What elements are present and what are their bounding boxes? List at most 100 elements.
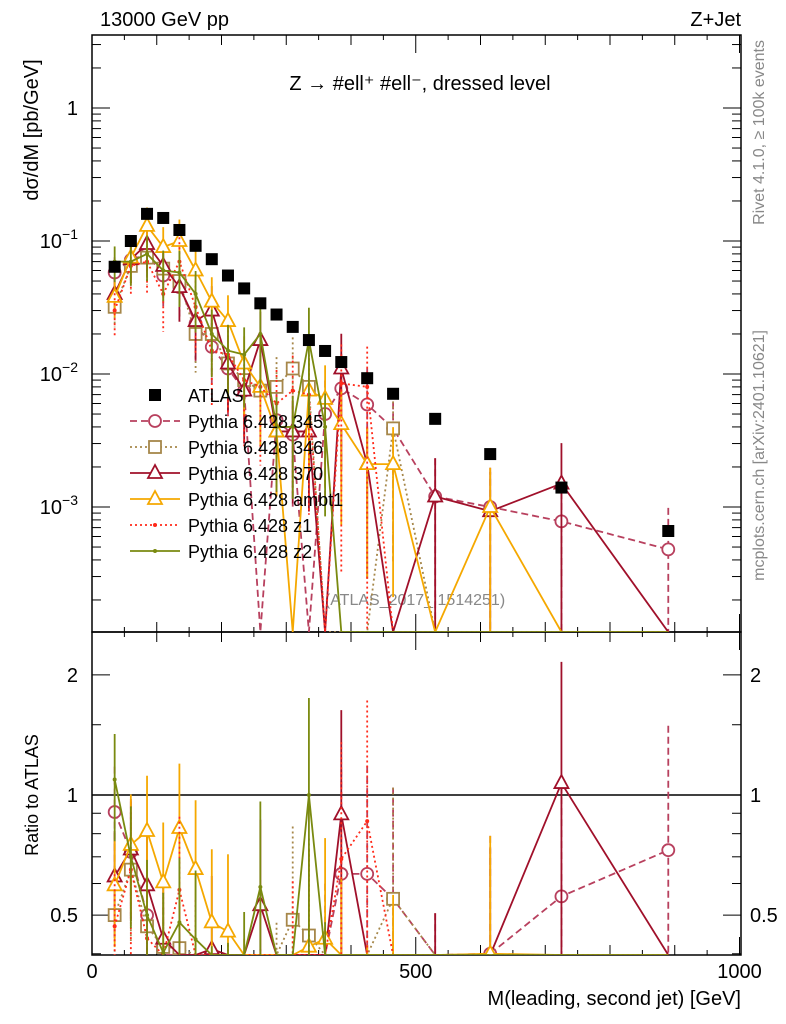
- ratio-point-345: [661, 843, 676, 858]
- point-ambt1: [384, 454, 402, 471]
- atlas-point: [254, 297, 267, 310]
- y-tick-label: 10−3: [40, 492, 78, 519]
- chart-title: Z → #ell⁺ #ell⁻, dressed level: [289, 73, 550, 95]
- ratio-point-z2: [161, 950, 166, 955]
- atlas-point: [124, 235, 137, 247]
- ratio-point-z2: [128, 854, 133, 859]
- atlas-point: [484, 448, 497, 461]
- atlas-point: [335, 356, 348, 369]
- atlas-point: [221, 269, 234, 282]
- point-370: [426, 486, 444, 503]
- point-345: [360, 397, 375, 412]
- point-z2: [225, 348, 230, 353]
- point-345: [661, 542, 676, 557]
- legend-label-z2: Pythia 6.428 z2: [188, 542, 312, 562]
- header-right: Z+Jet: [690, 9, 741, 31]
- point-z2: [258, 331, 263, 336]
- watermark: (ATLAS_2017_I1514251): [325, 592, 505, 609]
- side-label-top: Rivet 4.1.0, ≥ 100k events: [751, 40, 768, 225]
- y-tick-label: 10−1: [40, 226, 78, 253]
- point-ambt1: [170, 231, 188, 247]
- ratio-tick-label: 1: [67, 785, 78, 807]
- ratio-point-z2: [306, 793, 311, 797]
- ratio-point-345: [360, 866, 375, 881]
- point-ambt1: [203, 291, 221, 308]
- legend-marker-z1: [153, 523, 157, 527]
- atlas-point: [555, 481, 568, 494]
- point-ambt1: [138, 215, 156, 232]
- point-z2: [161, 268, 166, 273]
- ratio-point-z1: [339, 857, 344, 862]
- x-axis-label: M(leading, second jet) [GeV]: [488, 988, 741, 1010]
- atlas-point: [286, 320, 299, 333]
- atlas-point: [141, 207, 154, 220]
- atlas-point: [429, 412, 442, 425]
- legend-marker-346: [148, 440, 162, 454]
- y-tick-label: 10−2: [40, 359, 78, 386]
- atlas-point: [205, 253, 218, 266]
- ratio-point-ambt1: [154, 872, 172, 889]
- ratio-line-345: [113, 811, 669, 955]
- atlas-point: [302, 334, 315, 347]
- atlas-point: [319, 344, 332, 357]
- point-z1: [112, 308, 117, 313]
- legend-marker-z2: [153, 549, 157, 553]
- point-z2: [128, 259, 133, 264]
- legend-marker-370: [146, 463, 164, 479]
- atlas-point: [238, 282, 251, 295]
- point-z1: [290, 388, 295, 393]
- ratio-point-ambt1: [138, 821, 156, 837]
- ratio-point-370: [552, 773, 570, 789]
- legend-label-ambt1: Pythia 6.428 ambt1: [188, 490, 343, 510]
- y-axis-label: dσ/dM [pb/GeV]: [21, 59, 43, 200]
- point-z1: [339, 381, 344, 386]
- ratio-point-z2: [112, 777, 117, 782]
- legend-label-z1: Pythia 6.428 z1: [188, 516, 312, 536]
- ratio-point-z2: [177, 920, 182, 925]
- ratio-point-z2: [258, 884, 263, 889]
- ratio-point-z1: [112, 924, 117, 929]
- ratio-point-ambt1: [484, 943, 497, 955]
- ratio-frame: [91, 631, 742, 956]
- ratio-point-z2: [145, 913, 150, 918]
- ratio-point-ambt1: [203, 912, 221, 929]
- point-z2: [209, 331, 214, 336]
- point-z2: [242, 352, 247, 357]
- ratio-tick-label-right: 1: [750, 785, 761, 807]
- legend-label-atlas: ATLAS: [188, 386, 244, 406]
- legend-label-370: Pythia 6.428 370: [188, 464, 323, 484]
- point-ambt1: [106, 286, 124, 303]
- x-tick-label: 500: [399, 961, 432, 983]
- atlas-point: [173, 223, 186, 236]
- y-tick-label: 1: [67, 98, 78, 120]
- ratio-axis-label: Ratio to ATLAS: [22, 734, 42, 856]
- point-z2: [290, 424, 295, 429]
- header-left: 13000 GeV pp: [100, 9, 229, 31]
- ratio-line-z2: [113, 779, 669, 955]
- ratio-tick-label-right: 0.5: [750, 905, 778, 927]
- legend-marker-345: [148, 414, 162, 428]
- ratio-tick-label-right: 2: [750, 665, 761, 687]
- atlas-point: [108, 260, 121, 273]
- point-z2: [193, 291, 198, 296]
- x-tick-label: 0: [86, 961, 97, 983]
- atlas-point: [361, 372, 374, 385]
- point-z2: [274, 424, 279, 429]
- ratio-tick-label: 0.5: [50, 905, 78, 927]
- point-346: [285, 361, 300, 376]
- ratio-point-ambt1: [219, 921, 237, 938]
- ratio-tick-label: 2: [67, 665, 78, 687]
- legend-marker-atlas: [149, 389, 161, 401]
- point-z2: [177, 270, 182, 275]
- x-tick-label: 1000: [717, 961, 762, 983]
- ratio-line-346: [113, 866, 669, 955]
- point-z2: [323, 424, 328, 429]
- atlas-point: [157, 211, 170, 224]
- atlas-point: [387, 387, 400, 400]
- legend-label-345: Pythia 6.428 345: [188, 412, 323, 432]
- atlas-point: [662, 525, 675, 538]
- atlas-point: [270, 308, 283, 321]
- atlas-point: [189, 239, 202, 252]
- ratio-point-z2: [193, 937, 198, 942]
